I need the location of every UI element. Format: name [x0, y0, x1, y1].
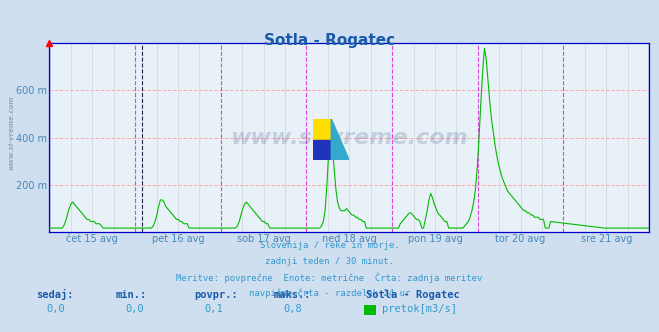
Text: Slovenija / reke in morje.: Slovenija / reke in morje.	[260, 241, 399, 250]
Text: povpr.:: povpr.:	[194, 290, 238, 300]
Text: min.:: min.:	[115, 290, 146, 300]
Bar	[313, 119, 331, 140]
Text: Meritve: povprečne  Enote: metrične  Črta: zadnja meritev: Meritve: povprečne Enote: metrične Črta:…	[177, 273, 482, 283]
Text: navpična črta - razdelek 24 ur: navpična črta - razdelek 24 ur	[249, 289, 410, 298]
Text: www.si-vreme.com: www.si-vreme.com	[8, 96, 14, 170]
Text: zadnji teden / 30 minut.: zadnji teden / 30 minut.	[265, 257, 394, 266]
Text: Sotla - Rogatec: Sotla - Rogatec	[366, 290, 459, 300]
Text: sedaj:: sedaj:	[36, 290, 74, 300]
Text: maks.:: maks.:	[273, 290, 311, 300]
Text: 0,1: 0,1	[204, 304, 223, 314]
Text: Sotla - Rogatec: Sotla - Rogatec	[264, 33, 395, 48]
Text: www.si-vreme.com: www.si-vreme.com	[231, 128, 468, 148]
Text: 0,0: 0,0	[125, 304, 144, 314]
Text: 0,0: 0,0	[46, 304, 65, 314]
Bar	[313, 140, 331, 160]
Text: 0,8: 0,8	[283, 304, 302, 314]
Polygon shape	[331, 119, 349, 160]
Text: pretok[m3/s]: pretok[m3/s]	[382, 304, 457, 314]
